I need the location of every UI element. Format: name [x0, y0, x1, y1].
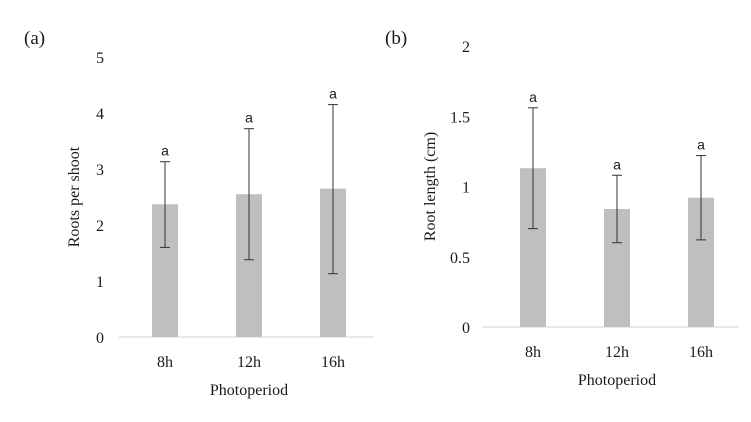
panel-b-significance-letter-16h: a	[697, 137, 705, 153]
panel-b-y-tick-label: 1.5	[450, 109, 470, 126]
panel-b-label: (b)	[385, 28, 407, 49]
panel-a-significance-letter-12h: a	[245, 110, 253, 126]
panel-a-y-axis-label: Roots per shoot	[66, 146, 83, 247]
panel-a-x-tick-label-8h: 8h	[157, 354, 173, 371]
panel-a-y-tick-label: 2	[96, 218, 104, 235]
panel-a-y-tick-label: 4	[96, 106, 104, 123]
panel-a-significance-letter-16h: a	[329, 86, 337, 102]
panel-a-x-tick-label-16h: 16h	[321, 354, 345, 371]
panel-b-y-tick-label: 0.5	[450, 250, 470, 267]
panel-b-x-axis-label: Photoperiod	[578, 372, 656, 389]
panel-a-y-tick-label: 0	[96, 330, 104, 347]
panel-a-significance-letter-8h: a	[161, 143, 169, 159]
panel-b-x-tick-label-16h: 16h	[689, 344, 713, 361]
panel-a-y-tick-label: 5	[96, 50, 104, 67]
panel-a-label: (a)	[24, 28, 45, 49]
panel-a-x-axis-label: Photoperiod	[210, 382, 288, 399]
panel-b-significance-letter-8h: a	[529, 89, 537, 105]
panel-b-x-tick-label-8h: 8h	[525, 344, 541, 361]
panel-b-y-axis-label: Root length (cm)	[422, 132, 439, 241]
panel-b-y-tick-label: 0	[462, 320, 470, 337]
panel-b-x-tick-label-12h: 12h	[605, 344, 629, 361]
panel-b-y-tick-label: 2	[462, 39, 470, 56]
panel-a-y-tick-label: 1	[96, 274, 104, 291]
panel-a-y-tick-label: 3	[96, 162, 104, 179]
panel-b-significance-letter-12h: a	[613, 156, 621, 172]
panel-a-x-tick-label-12h: 12h	[237, 354, 261, 371]
panel-b-y-tick-label: 1	[462, 180, 470, 197]
